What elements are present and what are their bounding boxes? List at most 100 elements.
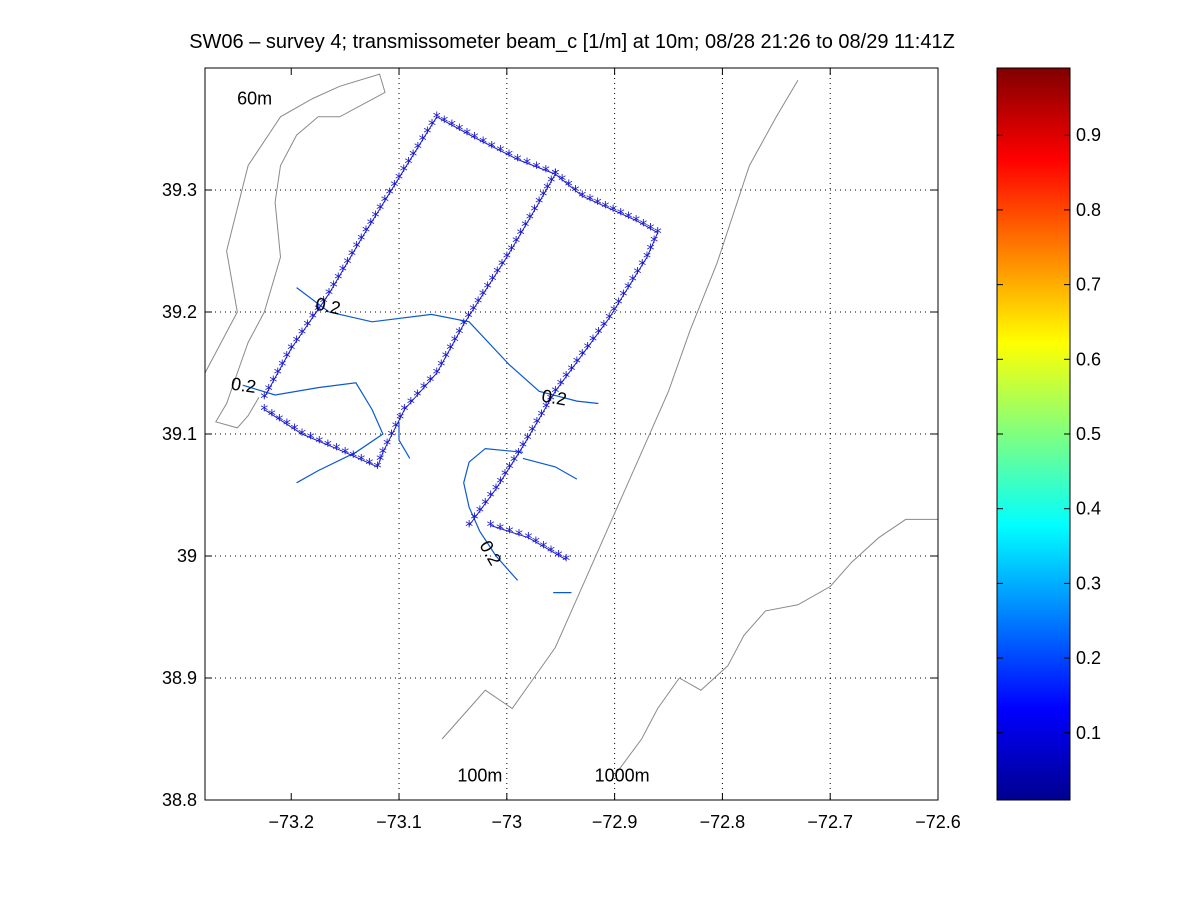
colorbar-axis: 0.1 0.2 0.3 0.4 0.5 0.6 0.7 0.8 0.9 — [997, 125, 1101, 743]
track-marker: * — [543, 179, 551, 198]
y-tick-label: 39.1 — [162, 424, 197, 444]
track-marker: * — [572, 182, 580, 201]
track-marker: * — [547, 172, 555, 191]
track-marker: * — [488, 270, 496, 289]
track-marker: * — [562, 368, 570, 387]
track-marker: * — [440, 112, 448, 131]
track-marker: * — [507, 240, 515, 259]
chart-title: SW06 – survey 4; transmissometer beam_c … — [189, 31, 955, 53]
track-marker: * — [367, 215, 375, 234]
track-marker: * — [341, 443, 349, 462]
track-marker: * — [514, 151, 522, 170]
track-marker: * — [413, 386, 421, 405]
track-marker: * — [498, 256, 506, 275]
track-marker: * — [448, 116, 456, 135]
contour-label: 0.2 — [230, 374, 258, 397]
contour-line — [242, 382, 384, 484]
track-marker: * — [290, 420, 298, 439]
track-marker: * — [265, 380, 273, 399]
colorbar-tick-label: 0.7 — [1076, 275, 1101, 295]
track-marker: * — [278, 356, 286, 375]
track-marker: * — [557, 375, 565, 394]
y-tick-label: 39.2 — [162, 302, 197, 322]
bathymetry-line-coast-shelf — [205, 73, 386, 429]
bathymetry-contours — [205, 73, 938, 776]
track-marker: * — [334, 269, 342, 288]
track-marker: * — [532, 158, 540, 177]
track-marker: * — [542, 398, 550, 417]
y-tick-label: 38.8 — [162, 790, 197, 810]
track-marker: * — [315, 432, 323, 451]
track-marker: * — [433, 364, 441, 383]
track-marker: * — [373, 458, 381, 477]
track-marker: * — [610, 301, 618, 320]
track-marker: * — [484, 278, 492, 297]
track-marker: * — [542, 161, 550, 180]
track-marker: * — [617, 205, 625, 224]
track-marker: * — [376, 199, 384, 218]
track-marker: * — [629, 271, 637, 290]
x-tick-label: −72.7 — [807, 812, 853, 832]
track-marker: * — [589, 331, 597, 350]
x-tick-label: −72.8 — [700, 812, 746, 832]
x-tick-label: −73.2 — [268, 812, 314, 832]
track-marker: * — [624, 208, 632, 227]
track-marker: * — [634, 263, 642, 282]
track-marker: * — [396, 409, 404, 428]
colorbar-tick-label: 0.1 — [1076, 723, 1101, 743]
track-marker: * — [407, 393, 415, 412]
track-marker: * — [551, 382, 559, 401]
track-marker: * — [532, 533, 540, 552]
track-marker: * — [409, 146, 417, 165]
y-axis: 38.8 38.9 39 39.1 39.2 39.3 — [162, 180, 938, 810]
track-marker: * — [298, 324, 306, 343]
track-marker: * — [523, 154, 531, 173]
track-marker: * — [531, 201, 539, 220]
track-marker: * — [400, 401, 408, 420]
track-marker: * — [451, 331, 459, 350]
track-marker: * — [558, 171, 566, 190]
track-marker: * — [437, 356, 445, 375]
track-marker: * — [533, 414, 541, 433]
track-marker: * — [455, 323, 463, 342]
track-marker: * — [515, 526, 523, 545]
track-marker: * — [493, 263, 501, 282]
colorbar-tick-label: 0.8 — [1076, 200, 1101, 220]
track-marker: * — [371, 207, 379, 226]
track-marker: * — [519, 437, 527, 456]
track-marker: * — [506, 523, 514, 542]
beam-c-contours — [242, 287, 599, 594]
track-marker: * — [496, 520, 504, 539]
track-marker: * — [639, 216, 647, 235]
track-marker: * — [419, 131, 427, 150]
track-marker: * — [654, 224, 662, 243]
track-marker: * — [348, 245, 356, 264]
track-marker: * — [390, 176, 398, 195]
depth-label: 60m — [237, 89, 272, 109]
track-marker: * — [487, 487, 495, 506]
x-tick-label: −72.9 — [592, 812, 638, 832]
track-marker: * — [260, 401, 268, 420]
track-marker: * — [387, 426, 395, 445]
x-tick-label: −73 — [492, 812, 523, 832]
track-marker: * — [474, 293, 482, 312]
track-marker: * — [274, 364, 282, 383]
track-marker: * — [501, 466, 509, 485]
track-marker: * — [325, 285, 333, 304]
track-marker: * — [283, 348, 291, 367]
track-marker: * — [496, 142, 504, 161]
track-marker: * — [476, 502, 484, 521]
track-marker: * — [386, 184, 394, 203]
y-tick-label: 39 — [177, 546, 197, 566]
track-marker: * — [647, 240, 655, 259]
track-marker: * — [526, 209, 534, 228]
track-marker: * — [395, 169, 403, 188]
track-marker: * — [578, 346, 586, 365]
x-axis: −73.2 −73.1 −73 −72.9 −72.8 −72.7 −72.6 — [268, 68, 961, 832]
track-marker: * — [298, 425, 306, 444]
track-marker: * — [330, 277, 338, 296]
track-marker: * — [343, 253, 351, 272]
track-marker: * — [565, 176, 573, 195]
colorbar-tick-label: 0.6 — [1076, 349, 1101, 369]
